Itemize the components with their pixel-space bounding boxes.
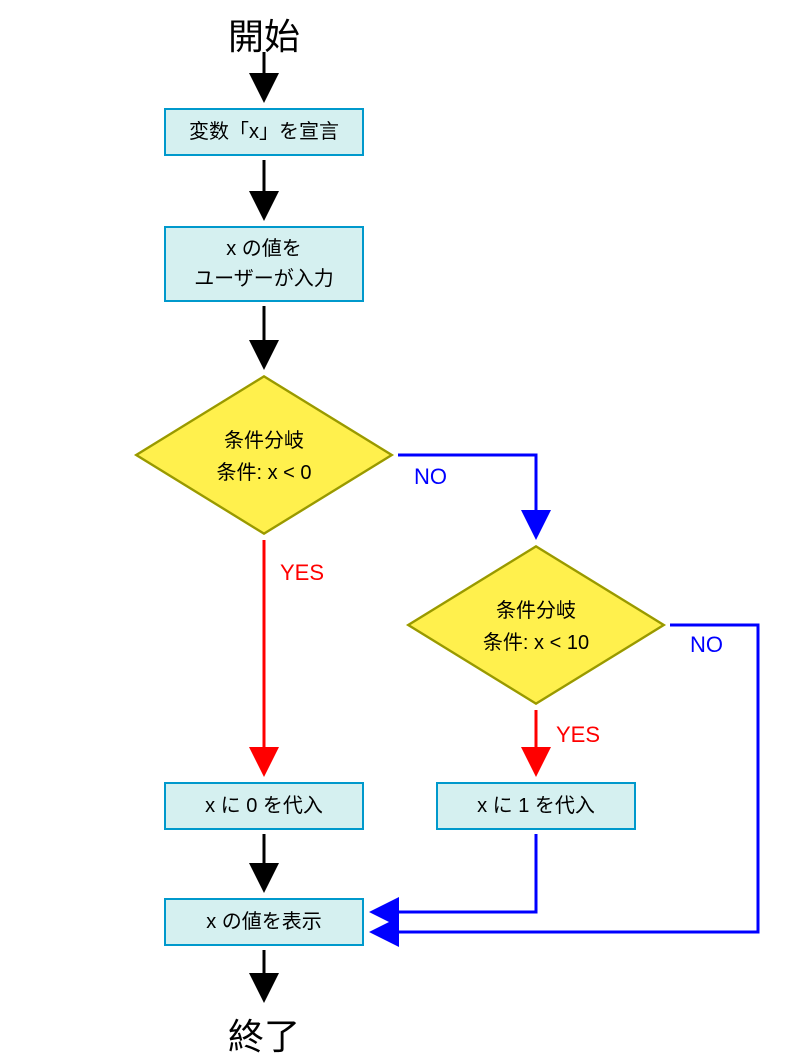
end-terminal: 終了 bbox=[0, 1008, 528, 1060]
arrows-layer bbox=[0, 0, 800, 1062]
label-yes2: YES bbox=[556, 722, 600, 748]
declare-label: 変数「x」を宣言 bbox=[189, 117, 339, 147]
label-no1: NO bbox=[414, 464, 447, 490]
input-label: x の値をユーザーが入力 bbox=[194, 234, 334, 294]
print-label: x の値を表示 bbox=[206, 907, 322, 937]
start-terminal: 開始 bbox=[0, 8, 528, 60]
node-assign0: x に 0 を代入 bbox=[164, 782, 364, 830]
cond1-label: 条件分岐条件: x < 0 bbox=[216, 430, 311, 484]
label-no2: NO bbox=[690, 632, 723, 658]
end-label: 終了 bbox=[228, 1016, 300, 1057]
node-assign1: x に 1 を代入 bbox=[436, 782, 636, 830]
node-cond1: 条件分岐条件: x < 0 bbox=[134, 425, 394, 489]
start-label: 開始 bbox=[228, 16, 300, 57]
assign1-label: x に 1 を代入 bbox=[477, 791, 595, 821]
assign0-label: x に 0 を代入 bbox=[205, 791, 323, 821]
label-yes1: YES bbox=[280, 560, 324, 586]
node-cond2: 条件分岐条件: x < 10 bbox=[406, 595, 666, 659]
node-print: x の値を表示 bbox=[164, 898, 364, 946]
node-declare: 変数「x」を宣言 bbox=[164, 108, 364, 156]
cond2-label: 条件分岐条件: x < 10 bbox=[483, 600, 589, 654]
flowchart-canvas: 開始 変数「x」を宣言 x の値をユーザーが入力 条件分岐条件: x < 0 条… bbox=[0, 0, 800, 1062]
node-input: x の値をユーザーが入力 bbox=[164, 226, 364, 302]
